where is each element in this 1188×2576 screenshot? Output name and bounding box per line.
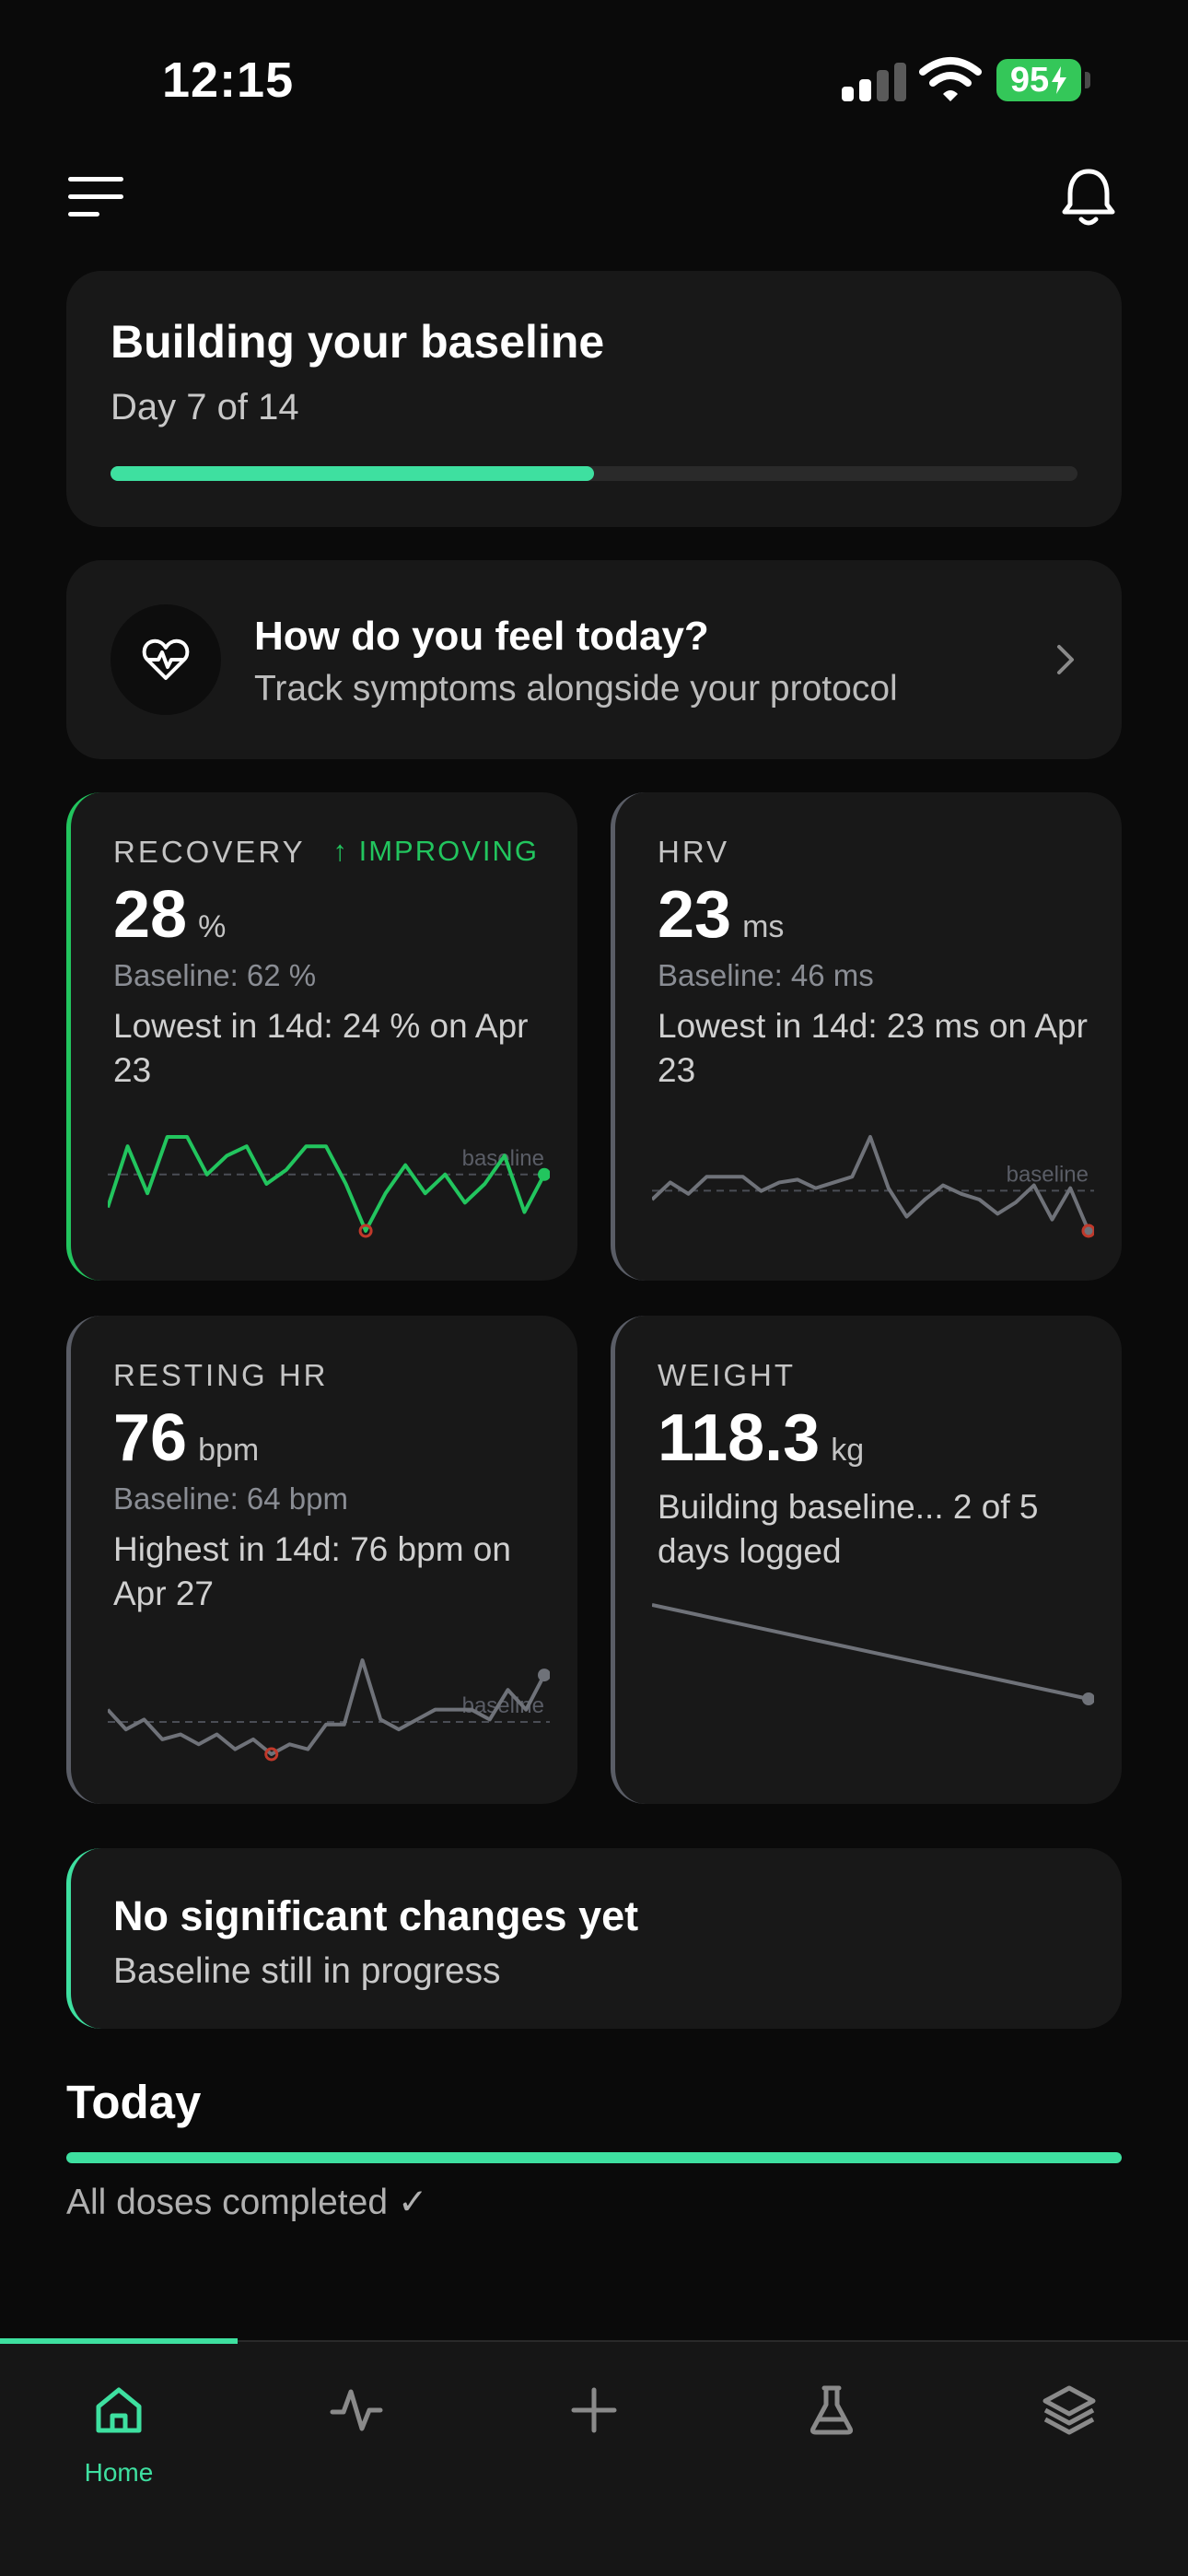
metric-label: RECOVERY (113, 835, 306, 869)
trend-badge: ↑ IMPROVING (332, 835, 539, 867)
sparkline-path (108, 1135, 546, 1233)
insights-card[interactable]: No significant changes yet Baseline stil… (66, 1848, 1122, 2029)
metric-baseline: Baseline: 46 ms (658, 958, 874, 992)
sparkline-path (652, 1603, 1089, 1701)
extreme-point (358, 1224, 373, 1238)
symptom-checkin-card[interactable]: How do you feel today? Track symptoms al… (66, 560, 1122, 759)
metric-note: Lowest in 14d: 24 % on Apr 23 (113, 1007, 529, 1089)
extreme-point (264, 1747, 279, 1762)
metric-baseline: Baseline: 64 bpm (113, 1481, 348, 1516)
baseline-title: Building your baseline (111, 316, 605, 368)
weight-card[interactable]: WEIGHT 118.3 kg Building baseline... 2 of… (611, 1316, 1122, 1804)
metric-value: 23 ms (658, 878, 785, 952)
metric-label: RESTING HR (113, 1358, 329, 1392)
sparkline-path (652, 1135, 1090, 1232)
today-heading: Today (66, 2076, 202, 2128)
battery-nub (1085, 72, 1090, 88)
hamburger-menu-icon[interactable] (68, 175, 127, 219)
metric-unit: ms (742, 909, 785, 944)
hrv-sparkline: baseline (652, 1135, 1094, 1238)
tab-label: Home (84, 2458, 154, 2487)
baseline-progress-fill (111, 466, 594, 481)
status-bar: 12:15 95 (0, 0, 1188, 138)
plus-icon (571, 2387, 617, 2433)
active-tab-indicator (0, 2338, 238, 2344)
bottom-tab-bar: Home (0, 2338, 1188, 2576)
layers-icon (1042, 2385, 1096, 2435)
latest-point (538, 1167, 550, 1181)
insights-title: No significant changes yet (113, 1892, 639, 1939)
recovery-sparkline: baseline (108, 1135, 550, 1238)
activity-icon (330, 2389, 383, 2431)
baseline-label: baseline (1007, 1162, 1089, 1187)
metric-unit: % (198, 909, 227, 944)
metric-label: WEIGHT (658, 1358, 796, 1392)
recovery-card[interactable]: RECOVERY ↑ IMPROVING 28% Baseline: 62 % … (66, 792, 577, 1281)
heart-pulse-icon (111, 604, 221, 715)
metric-value: 76 bpm (113, 1401, 260, 1475)
metric-unit: kg (831, 1433, 865, 1468)
wifi-icon (919, 57, 982, 101)
latest-point (1082, 1692, 1094, 1705)
metric-note: Highest in 14d: 76 bpm on Apr 27 (113, 1530, 511, 1612)
status-time: 12:15 (162, 53, 295, 108)
chevron-right-icon (1057, 645, 1074, 674)
metric-label: HRV (658, 835, 730, 869)
tab-add[interactable] (475, 2342, 713, 2508)
extreme-point (1081, 1224, 1094, 1238)
tab-activity[interactable] (238, 2342, 475, 2508)
metric-unit: bpm (198, 1433, 260, 1468)
weight-sparkline (652, 1603, 1094, 1705)
battery-indicator: 95 (996, 59, 1081, 101)
bell-icon[interactable] (1055, 164, 1122, 230)
today-progress-bar (66, 2152, 1122, 2163)
sparkline-path (108, 1658, 546, 1756)
tab-stack[interactable] (950, 2342, 1188, 2508)
charging-bolt-icon (1052, 66, 1067, 94)
checkin-subtitle: Track symptoms alongside your protocol (254, 669, 898, 708)
metric-note: Building baseline... 2 of 5 days logged (658, 1488, 1039, 1570)
tab-labs[interactable] (713, 2342, 950, 2508)
metric-note: Lowest in 14d: 23 ms on Apr 23 (658, 1007, 1088, 1089)
baseline-progress-card: Building your baseline Day 7 of 14 (66, 271, 1122, 527)
resting-hr-sparkline: baseline (108, 1658, 550, 1762)
checkin-title: How do you feel today? (254, 614, 709, 659)
baseline-day-count: Day 7 of 14 (111, 387, 299, 427)
metric-baseline: Baseline: 62 % (113, 958, 317, 992)
latest-point (538, 1669, 550, 1682)
tab-home[interactable]: Home (0, 2342, 238, 2508)
home-icon (96, 2387, 142, 2433)
hrv-card[interactable]: HRV 23 ms Baseline: 46 ms Lowest in 14d: … (611, 792, 1122, 1281)
metric-value: 28% (113, 878, 227, 952)
today-dose-status: All doses completed ✓ (66, 2183, 428, 2222)
insights-subtitle: Baseline still in progress (113, 1951, 501, 1991)
cellular-signal-icon (842, 61, 906, 101)
baseline-progress-bar (111, 466, 1077, 481)
metric-value: 118.3 kg (658, 1401, 865, 1475)
battery-percent: 95 (1009, 60, 1050, 100)
resting-hr-card[interactable]: RESTING HR 76 bpm Baseline: 64 bpm Highes… (66, 1316, 577, 1804)
flask-icon (809, 2385, 854, 2435)
